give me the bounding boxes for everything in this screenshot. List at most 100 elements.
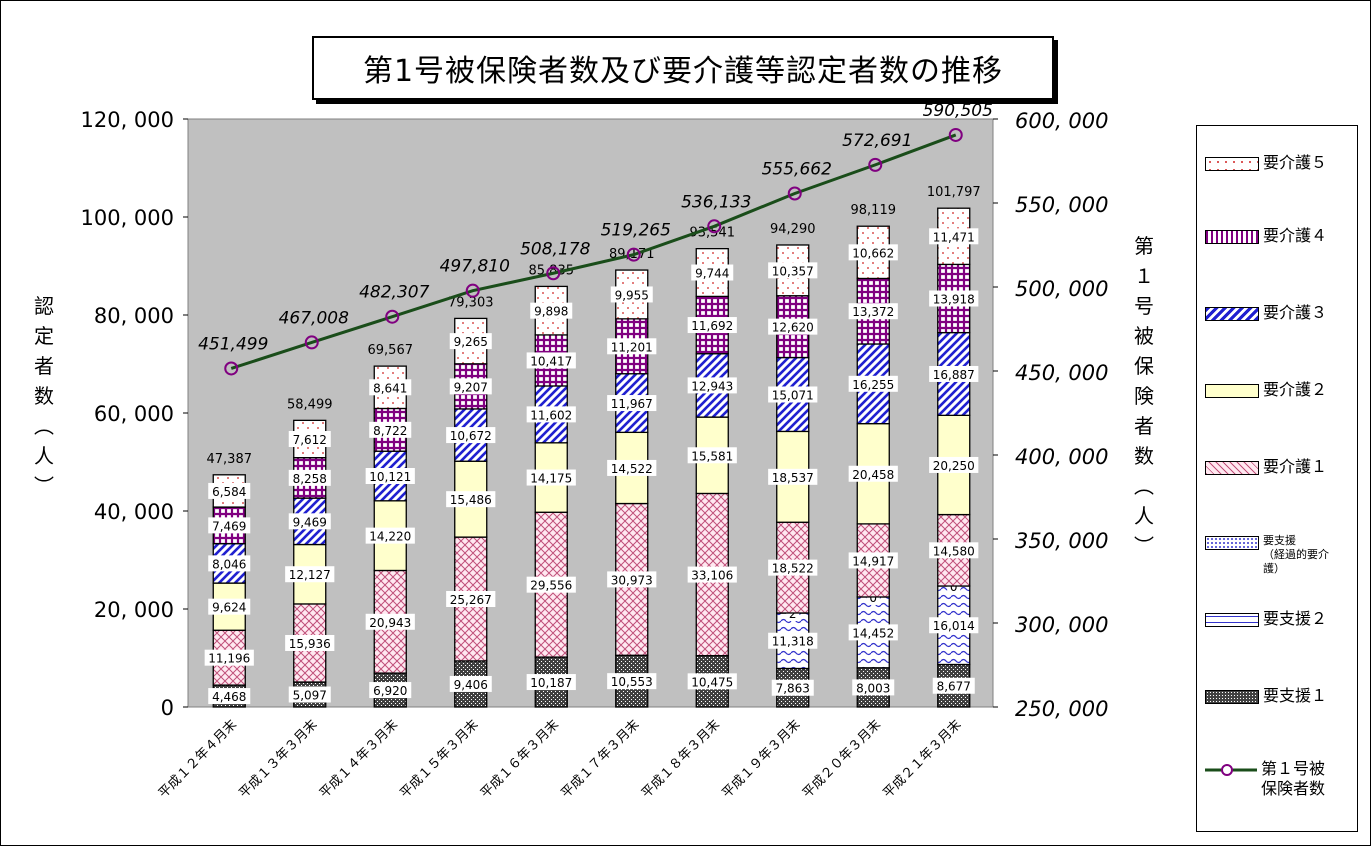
data-label: 10,475 bbox=[691, 675, 733, 689]
data-label-bg bbox=[768, 632, 818, 649]
data-label-bg bbox=[526, 576, 576, 593]
data-label: 25,267 bbox=[450, 593, 492, 607]
data-label: 20,458 bbox=[852, 468, 894, 482]
legend-swatch bbox=[1205, 230, 1259, 244]
legend-label: 第１号被 保険者数 bbox=[1261, 759, 1326, 798]
data-label: 7,612 bbox=[293, 433, 327, 447]
data-label-bg bbox=[687, 673, 737, 690]
line-data-label: 590,505 bbox=[923, 101, 993, 121]
y2-tick-label: 500, 000 bbox=[1015, 277, 1109, 301]
line-data-label: 482,307 bbox=[359, 283, 429, 303]
data-label: 10,672 bbox=[450, 429, 492, 443]
data-label: 6,920 bbox=[373, 684, 407, 698]
category-label: 平成１６年３月末 bbox=[478, 717, 562, 801]
y2-tick-label: 450, 000 bbox=[1015, 361, 1109, 385]
line-data-label: 451,499 bbox=[198, 334, 268, 354]
data-label-bg bbox=[848, 465, 898, 482]
data-label: 14,175 bbox=[530, 472, 572, 486]
y-tick-label: 0 bbox=[161, 696, 174, 720]
data-label: 33,106 bbox=[691, 569, 733, 583]
legend-item-line: 第１号被 保険者数 bbox=[1205, 759, 1355, 799]
chart-legend: 要介護５ 要介護４ 要介護３ 要介護２ 要介護１ 要支援 （経過的要介 護） 要支援２ 要支援… bbox=[1196, 125, 1358, 832]
legend-item-kk: 要支援 （経過的要介 護） bbox=[1205, 532, 1355, 576]
line-data-label: 572,691 bbox=[842, 131, 912, 151]
data-label: 9,406 bbox=[454, 678, 488, 692]
data-label: 4,468 bbox=[212, 690, 246, 704]
line-series bbox=[230, 133, 957, 370]
data-label: 12,620 bbox=[772, 321, 814, 335]
data-label-bg bbox=[208, 688, 251, 705]
line-marker bbox=[546, 266, 561, 281]
data-label-bg bbox=[932, 677, 975, 694]
data-label-bg bbox=[526, 469, 576, 486]
data-label-bg bbox=[929, 456, 979, 473]
data-label: 14,580 bbox=[933, 544, 975, 558]
chart-title: 第1号被保険者数及び要介護等認定者数の推移 bbox=[312, 36, 1054, 100]
data-label-bg bbox=[771, 679, 814, 696]
legend-label: 要介護１ bbox=[1263, 457, 1328, 476]
line-marker bbox=[868, 157, 883, 172]
total-label: 94,290 bbox=[770, 222, 816, 237]
data-label: 8,258 bbox=[293, 472, 327, 486]
data-label: 13,372 bbox=[852, 305, 894, 319]
line-data-label: 536,133 bbox=[681, 192, 751, 212]
category-label: 平成２０年３月末 bbox=[800, 717, 884, 801]
data-label: 5,097 bbox=[293, 689, 327, 703]
data-label: 10,417 bbox=[530, 354, 572, 368]
data-label-bg bbox=[848, 244, 898, 261]
data-label-bg bbox=[369, 379, 412, 396]
data-label-bg bbox=[449, 378, 492, 395]
y2-tick-label: 550, 000 bbox=[1015, 193, 1109, 217]
data-label-bg bbox=[365, 467, 415, 484]
data-label: 20,943 bbox=[369, 616, 411, 630]
data-label: 10,187 bbox=[530, 676, 572, 690]
data-label-bg bbox=[288, 513, 331, 530]
data-label: 12,943 bbox=[691, 379, 733, 393]
data-label-bg bbox=[768, 468, 818, 485]
data-label: 16,014 bbox=[933, 619, 975, 633]
data-label: 29,556 bbox=[530, 579, 572, 593]
data-label: 8,046 bbox=[212, 557, 246, 571]
line-marker bbox=[626, 247, 641, 262]
line-marker bbox=[948, 127, 963, 142]
data-label-bg bbox=[848, 375, 898, 392]
line-marker bbox=[707, 219, 722, 234]
data-label: 11,692 bbox=[691, 319, 733, 333]
total-label: 101,797 bbox=[927, 185, 981, 200]
data-label-bg bbox=[768, 559, 818, 576]
y-axis-left-label: 認定者数 ︵ 人 ︶ bbox=[34, 294, 54, 498]
category-label: 平成１３年３月末 bbox=[236, 717, 320, 801]
line-data-label: 467,008 bbox=[279, 308, 349, 328]
legend-item-k4: 要介護４ bbox=[1205, 226, 1355, 246]
y-axis-right-label: 第 １ 号被保険者数 ︵ 人 ︶ bbox=[1134, 234, 1154, 558]
legend-item-s1: 要支援１ bbox=[1205, 686, 1355, 706]
data-label: 14,220 bbox=[369, 530, 411, 544]
data-label: 15,071 bbox=[772, 388, 814, 402]
data-label: 14,452 bbox=[852, 626, 894, 640]
legend-item-s2: 要支援２ bbox=[1205, 609, 1355, 629]
data-label: 16,255 bbox=[852, 378, 894, 392]
y2-tick-label: 300, 000 bbox=[1015, 613, 1109, 637]
y-tick-label: 60, 000 bbox=[94, 402, 174, 426]
data-label: 2 bbox=[789, 607, 797, 621]
line-data-label: 519,265 bbox=[601, 221, 671, 241]
legend-label: 要介護３ bbox=[1263, 303, 1328, 322]
line-marker bbox=[465, 283, 480, 298]
total-label: 93,541 bbox=[690, 226, 736, 241]
data-label-bg bbox=[369, 421, 412, 438]
data-label: 11,471 bbox=[933, 230, 975, 244]
data-label-bg bbox=[929, 542, 979, 559]
y2-tick-label: 400, 000 bbox=[1015, 445, 1109, 469]
data-label-bg bbox=[768, 262, 818, 279]
legend-swatch bbox=[1205, 613, 1259, 627]
data-label-bg bbox=[607, 338, 657, 355]
line-marker bbox=[224, 361, 239, 376]
data-label: 18,537 bbox=[772, 471, 814, 485]
legend-item-k5: 要介護５ bbox=[1205, 153, 1355, 173]
line-marker bbox=[787, 186, 802, 201]
data-label: 6,584 bbox=[212, 485, 246, 499]
data-label-bg bbox=[768, 386, 818, 403]
data-label: 11,318 bbox=[772, 635, 814, 649]
